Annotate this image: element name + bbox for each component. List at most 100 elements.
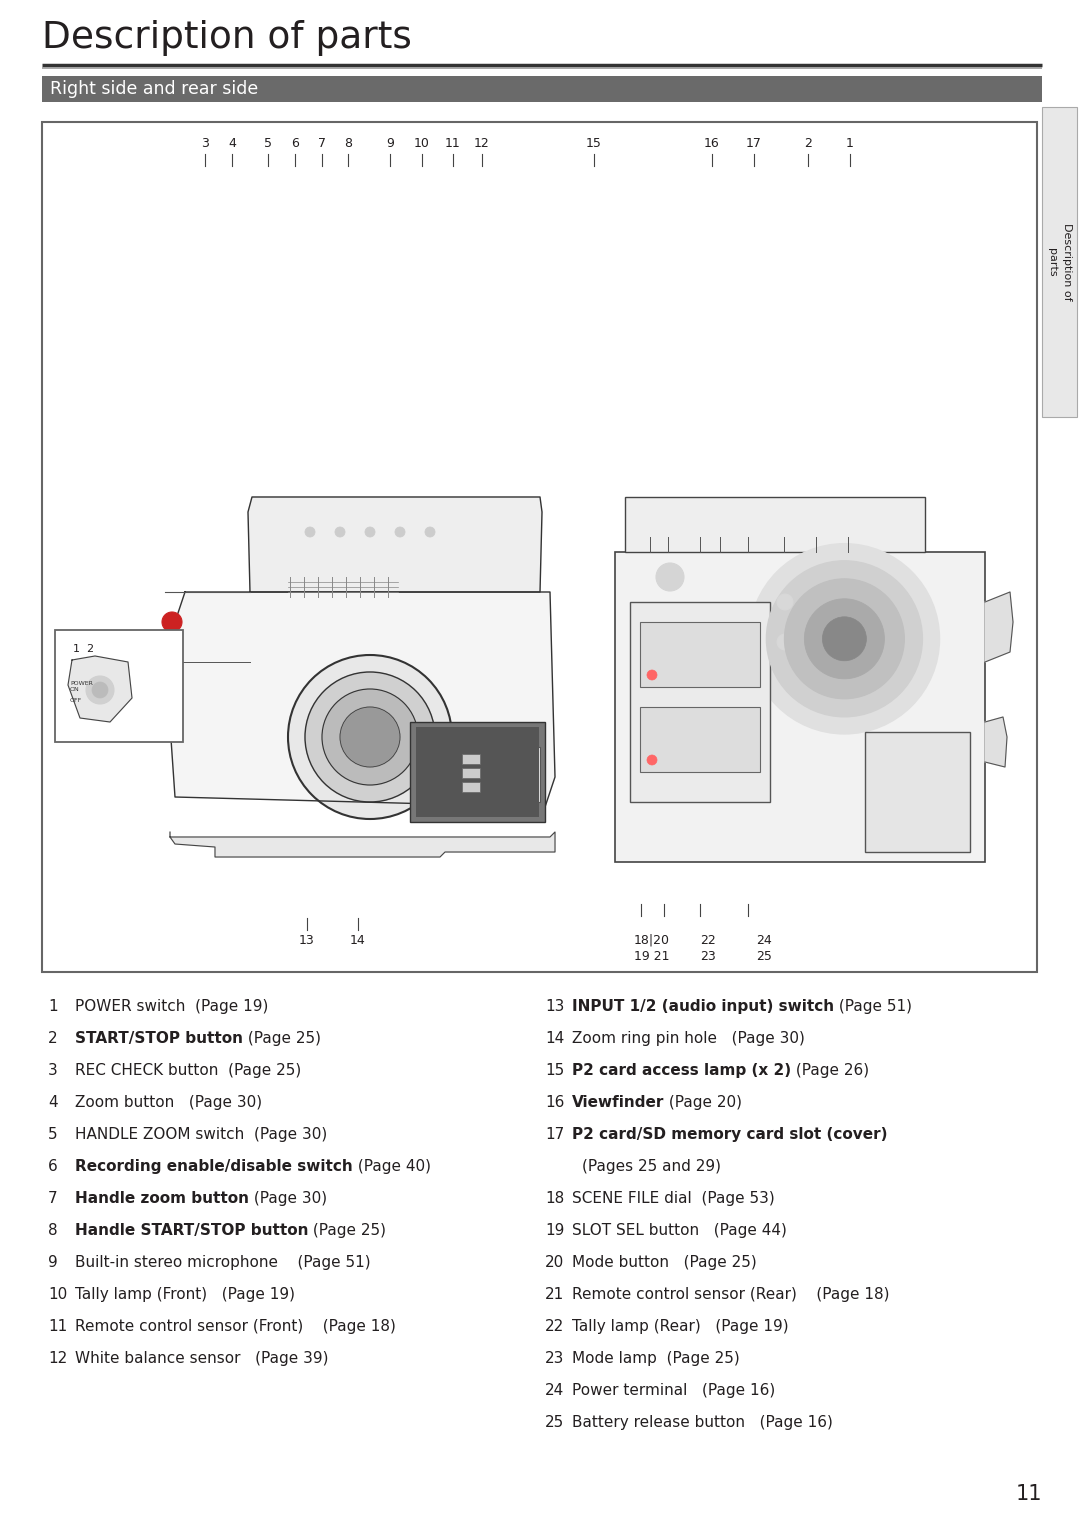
Text: 25: 25 — [756, 950, 772, 964]
Bar — [42, 123, 1037, 971]
Text: Remote control sensor (Front)    (Page 18): Remote control sensor (Front) (Page 18) — [75, 1319, 396, 1334]
Polygon shape — [165, 591, 555, 807]
Text: 3: 3 — [48, 1063, 57, 1079]
Text: 24: 24 — [545, 1383, 564, 1399]
Circle shape — [322, 689, 418, 784]
Text: Viewfinder: Viewfinder — [572, 1095, 664, 1111]
Circle shape — [86, 676, 114, 705]
Text: 12: 12 — [474, 136, 490, 150]
Text: REC CHECK button  (Page 25): REC CHECK button (Page 25) — [75, 1063, 301, 1079]
Text: 9: 9 — [386, 136, 394, 150]
Text: 15: 15 — [586, 136, 602, 150]
Text: P2 card/SD memory card slot (cover): P2 card/SD memory card slot (cover) — [572, 1128, 888, 1141]
Bar — [640, 706, 760, 772]
Text: 4: 4 — [228, 136, 235, 150]
Bar — [416, 728, 539, 817]
Bar — [410, 722, 545, 823]
Bar — [462, 768, 480, 778]
Polygon shape — [985, 591, 1013, 662]
Text: 4: 4 — [48, 1095, 57, 1111]
Text: 18|20: 18|20 — [634, 935, 670, 947]
Text: Tally lamp (Rear)   (Page 19): Tally lamp (Rear) (Page 19) — [572, 1319, 788, 1334]
Bar — [462, 781, 480, 792]
Text: SCENE FILE dial  (Page 53): SCENE FILE dial (Page 53) — [572, 1190, 774, 1206]
Text: Description of
parts: Description of parts — [1048, 224, 1071, 300]
Text: HANDLE ZOOM switch  (Page 30): HANDLE ZOOM switch (Page 30) — [75, 1128, 327, 1141]
Text: 23: 23 — [545, 1351, 565, 1367]
Text: Mode button   (Page 25): Mode button (Page 25) — [572, 1255, 757, 1270]
Text: 21: 21 — [545, 1287, 564, 1302]
Circle shape — [647, 755, 657, 764]
Text: Built-in stereo microphone    (Page 51): Built-in stereo microphone (Page 51) — [75, 1255, 370, 1270]
Text: 12: 12 — [48, 1351, 67, 1367]
Text: (Page 40): (Page 40) — [353, 1160, 431, 1174]
Text: 17: 17 — [746, 136, 761, 150]
Text: Description of parts: Description of parts — [42, 20, 411, 57]
Bar — [615, 552, 985, 863]
Text: Handle zoom button: Handle zoom button — [75, 1190, 249, 1206]
Circle shape — [750, 544, 940, 734]
Text: 11: 11 — [48, 1319, 67, 1334]
Bar — [1042, 107, 1077, 417]
Circle shape — [647, 669, 657, 680]
Text: 7: 7 — [48, 1190, 57, 1206]
Text: Right side and rear side: Right side and rear side — [50, 80, 258, 98]
Text: 6: 6 — [292, 136, 299, 150]
Text: 25: 25 — [545, 1416, 564, 1429]
Circle shape — [777, 594, 793, 610]
Text: Tally lamp (Front)   (Page 19): Tally lamp (Front) (Page 19) — [75, 1287, 295, 1302]
Text: START/STOP button: START/STOP button — [75, 1031, 243, 1046]
Circle shape — [305, 527, 315, 538]
Text: (Page 25): (Page 25) — [309, 1223, 387, 1238]
Circle shape — [340, 706, 400, 768]
Text: (Page 26): (Page 26) — [792, 1063, 869, 1079]
Bar — [462, 754, 480, 764]
Circle shape — [426, 527, 435, 538]
Circle shape — [784, 579, 904, 699]
Circle shape — [395, 527, 405, 538]
Bar — [460, 748, 540, 801]
Text: P2 card access lamp (x 2): P2 card access lamp (x 2) — [572, 1063, 792, 1079]
Text: 7: 7 — [318, 136, 326, 150]
Text: (Page 25): (Page 25) — [243, 1031, 321, 1046]
Bar — [55, 630, 183, 741]
Polygon shape — [170, 832, 555, 856]
Text: (Page 30): (Page 30) — [249, 1190, 327, 1206]
Text: (Pages 25 and 29): (Pages 25 and 29) — [582, 1160, 721, 1174]
Text: 11: 11 — [1015, 1485, 1042, 1504]
Text: White balance sensor   (Page 39): White balance sensor (Page 39) — [75, 1351, 328, 1367]
Circle shape — [777, 634, 793, 650]
Text: Mode lamp  (Page 25): Mode lamp (Page 25) — [572, 1351, 740, 1367]
Polygon shape — [95, 647, 156, 702]
Text: 18: 18 — [545, 1190, 564, 1206]
Text: (Page 51): (Page 51) — [834, 999, 913, 1014]
Text: POWER
ON

OFF: POWER ON OFF — [70, 680, 93, 703]
Text: 14: 14 — [545, 1031, 564, 1046]
Circle shape — [365, 527, 375, 538]
Text: 23: 23 — [700, 950, 716, 964]
Circle shape — [816, 594, 833, 610]
Bar — [630, 602, 770, 801]
Text: 1: 1 — [48, 999, 57, 1014]
Text: Remote control sensor (Rear)    (Page 18): Remote control sensor (Rear) (Page 18) — [572, 1287, 890, 1302]
Text: 1: 1 — [846, 136, 854, 150]
Circle shape — [656, 562, 684, 591]
Text: 8: 8 — [48, 1223, 57, 1238]
Text: (Page 20): (Page 20) — [664, 1095, 742, 1111]
Circle shape — [858, 594, 873, 610]
Text: 17: 17 — [545, 1128, 564, 1141]
Ellipse shape — [97, 648, 138, 702]
Text: 14: 14 — [350, 935, 366, 947]
Text: 9: 9 — [48, 1255, 57, 1270]
Text: 20: 20 — [545, 1255, 564, 1270]
Circle shape — [816, 634, 833, 650]
Polygon shape — [985, 717, 1007, 768]
Text: 1  2: 1 2 — [73, 643, 94, 654]
Text: 10: 10 — [48, 1287, 67, 1302]
Polygon shape — [248, 496, 542, 591]
Text: Recording enable/disable switch: Recording enable/disable switch — [75, 1160, 353, 1174]
Circle shape — [162, 611, 183, 633]
Text: 5: 5 — [264, 136, 272, 150]
Text: 22: 22 — [545, 1319, 564, 1334]
Bar — [625, 496, 924, 552]
